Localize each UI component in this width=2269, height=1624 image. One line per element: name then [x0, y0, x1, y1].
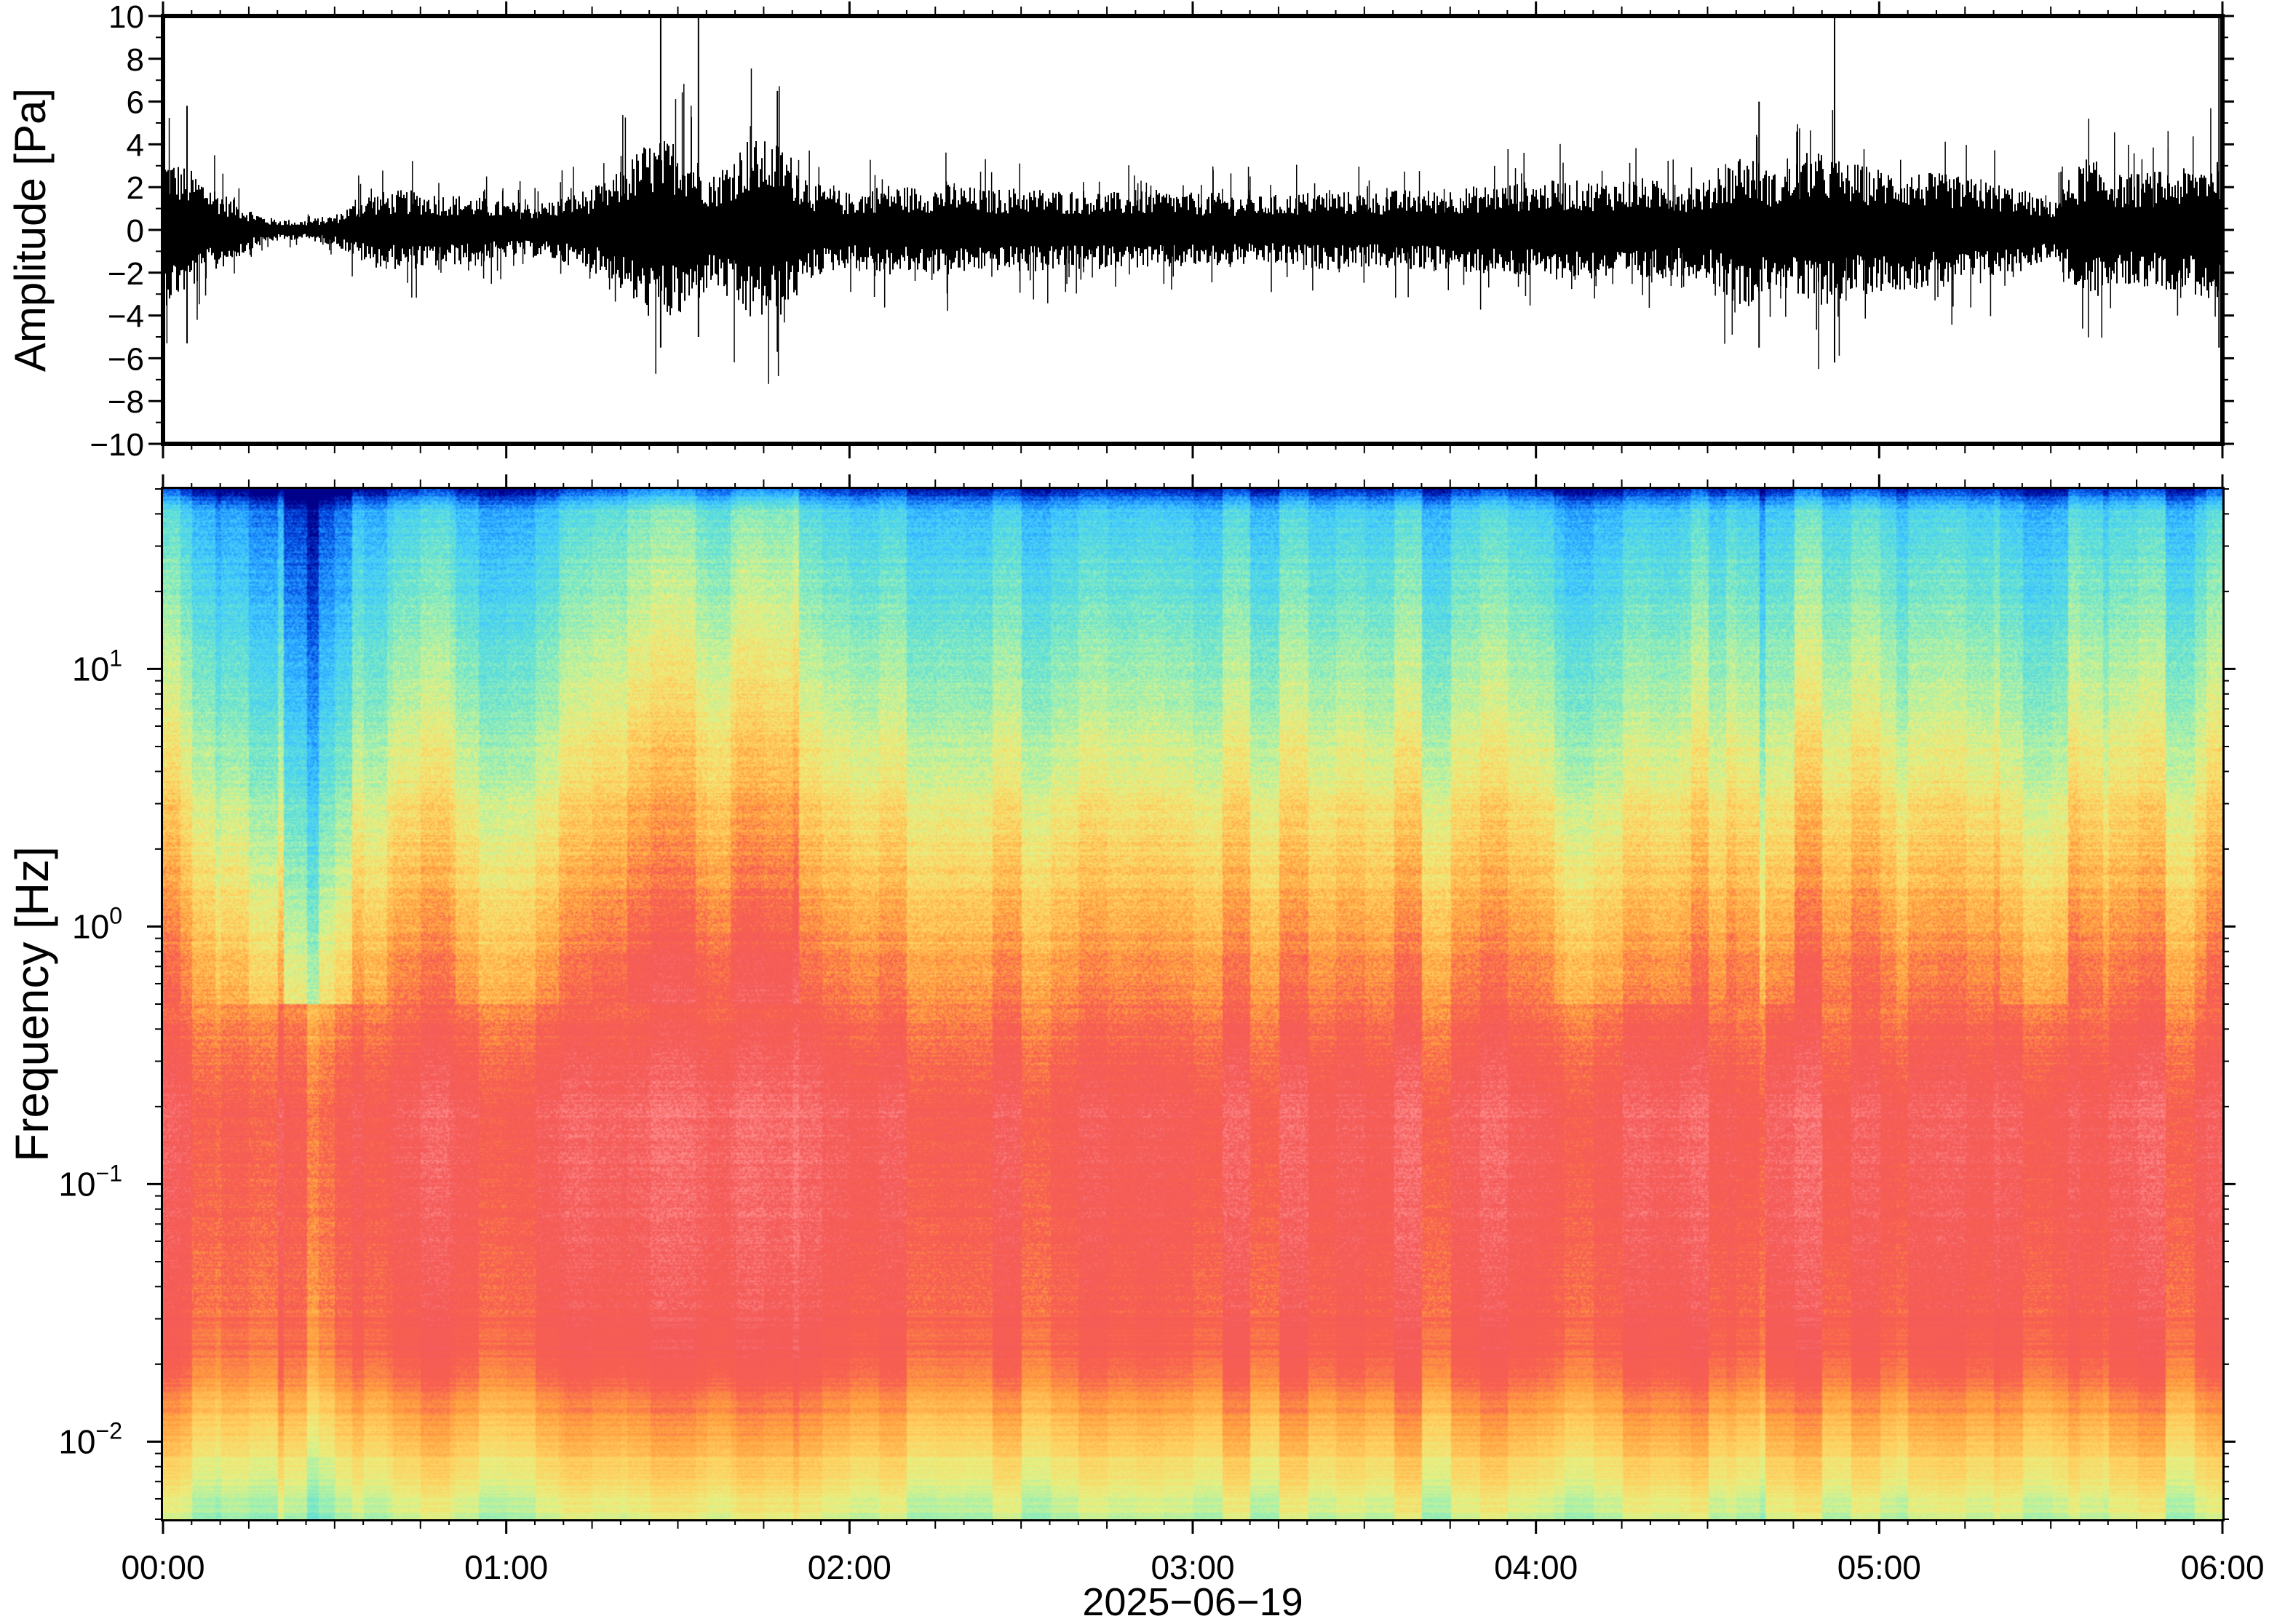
- spectrogram-y-tick-label: 101: [72, 645, 122, 688]
- x-tick-label: 00:00: [121, 1548, 204, 1586]
- waveform-y-ticks: 10 8 6 4 2 0 −2 −4 −6 −8 −10: [90, 0, 2234, 463]
- waveform-panel: 10 8 6 4 2 0 −2 −4 −6 −8 −10 Amplitude [Pa]: [6, 0, 2234, 463]
- waveform-y-axis-label: Amplitude [Pa]: [6, 88, 55, 372]
- waveform-y-tick-label: 6: [127, 85, 144, 121]
- waveform-y-tick-label: 8: [127, 42, 144, 78]
- spectrogram-y-tick-label: 100: [72, 902, 122, 945]
- spectrogram-y-tick-label: 10−1: [58, 1160, 122, 1203]
- waveform-frame: [161, 14, 2225, 446]
- x-axis-tick-labels: 00:00 01:00 02:00 03:00 04:00 05:00 06:00: [121, 1548, 2264, 1586]
- spectrogram-y-axis-label: Frequency [Hz]: [6, 846, 58, 1162]
- spectrogram-y-tick-label: 10−2: [58, 1417, 122, 1460]
- spectrogram-heatmap: [163, 489, 2222, 1519]
- waveform-y-tick-label: 4: [127, 127, 144, 163]
- x-tick-label: 02:00: [808, 1548, 891, 1586]
- waveform-y-tick-label: 2: [127, 170, 144, 206]
- spectrogram-y-ticks: 101 100 10−1 10−2: [58, 488, 2236, 1520]
- waveform-y-tick-label: 10: [108, 0, 144, 35]
- waveform-y-tick-label: −8: [108, 384, 144, 420]
- x-tick-label: 01:00: [464, 1548, 548, 1586]
- x-tick-label: 04:00: [1494, 1548, 1578, 1586]
- x-axis-label: 2025−06−19: [1082, 1580, 1303, 1624]
- x-tick-label: 03:00: [1151, 1548, 1234, 1586]
- waveform-trace: [164, 141, 2221, 317]
- waveform-y-tick-label: −4: [108, 299, 144, 335]
- waveform-y-tick-label: −10: [90, 427, 144, 463]
- waveform-y-tick-label: 0: [127, 213, 144, 249]
- waveform-y-tick-label: −6: [108, 341, 144, 377]
- x-tick-label: 06:00: [2180, 1548, 2264, 1586]
- waveform-spikes: [166, 16, 2220, 384]
- waveform-y-tick-label: −2: [108, 256, 144, 292]
- x-tick-label: 05:00: [1837, 1548, 1921, 1586]
